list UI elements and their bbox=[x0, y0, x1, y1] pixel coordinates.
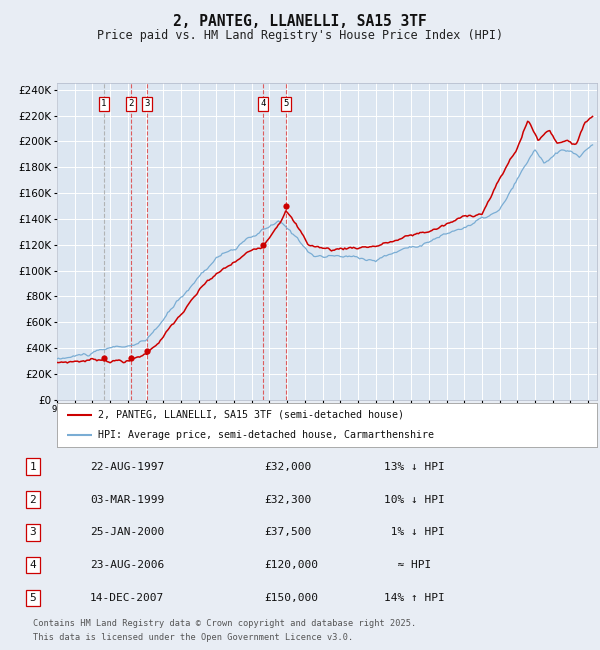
Text: 03-MAR-1999: 03-MAR-1999 bbox=[90, 495, 164, 504]
Text: Price paid vs. HM Land Registry's House Price Index (HPI): Price paid vs. HM Land Registry's House … bbox=[97, 29, 503, 42]
Text: 2, PANTEG, LLANELLI, SA15 3TF: 2, PANTEG, LLANELLI, SA15 3TF bbox=[173, 14, 427, 29]
Text: £150,000: £150,000 bbox=[264, 593, 318, 603]
Text: ≈ HPI: ≈ HPI bbox=[384, 560, 431, 570]
Text: 23-AUG-2006: 23-AUG-2006 bbox=[90, 560, 164, 570]
Text: 14-DEC-2007: 14-DEC-2007 bbox=[90, 593, 164, 603]
Text: £37,500: £37,500 bbox=[264, 527, 311, 538]
Text: This data is licensed under the Open Government Licence v3.0.: This data is licensed under the Open Gov… bbox=[33, 633, 353, 642]
Text: 3: 3 bbox=[144, 99, 149, 109]
Text: 1% ↓ HPI: 1% ↓ HPI bbox=[384, 527, 445, 538]
Text: 1: 1 bbox=[101, 99, 106, 109]
Text: 14% ↑ HPI: 14% ↑ HPI bbox=[384, 593, 445, 603]
Text: 5: 5 bbox=[284, 99, 289, 109]
Text: 22-AUG-1997: 22-AUG-1997 bbox=[90, 462, 164, 472]
Text: 2, PANTEG, LLANELLI, SA15 3TF (semi-detached house): 2, PANTEG, LLANELLI, SA15 3TF (semi-deta… bbox=[97, 410, 404, 420]
Text: £32,300: £32,300 bbox=[264, 495, 311, 504]
Text: £120,000: £120,000 bbox=[264, 560, 318, 570]
Text: 1: 1 bbox=[29, 462, 37, 472]
Text: Contains HM Land Registry data © Crown copyright and database right 2025.: Contains HM Land Registry data © Crown c… bbox=[33, 619, 416, 628]
Text: 3: 3 bbox=[29, 527, 37, 538]
Text: 5: 5 bbox=[29, 593, 37, 603]
Text: HPI: Average price, semi-detached house, Carmarthenshire: HPI: Average price, semi-detached house,… bbox=[97, 430, 433, 440]
Text: 4: 4 bbox=[260, 99, 266, 109]
Text: 25-JAN-2000: 25-JAN-2000 bbox=[90, 527, 164, 538]
Text: 2: 2 bbox=[128, 99, 134, 109]
Text: 2: 2 bbox=[29, 495, 37, 504]
Text: 4: 4 bbox=[29, 560, 37, 570]
Text: 10% ↓ HPI: 10% ↓ HPI bbox=[384, 495, 445, 504]
Text: £32,000: £32,000 bbox=[264, 462, 311, 472]
Text: 13% ↓ HPI: 13% ↓ HPI bbox=[384, 462, 445, 472]
